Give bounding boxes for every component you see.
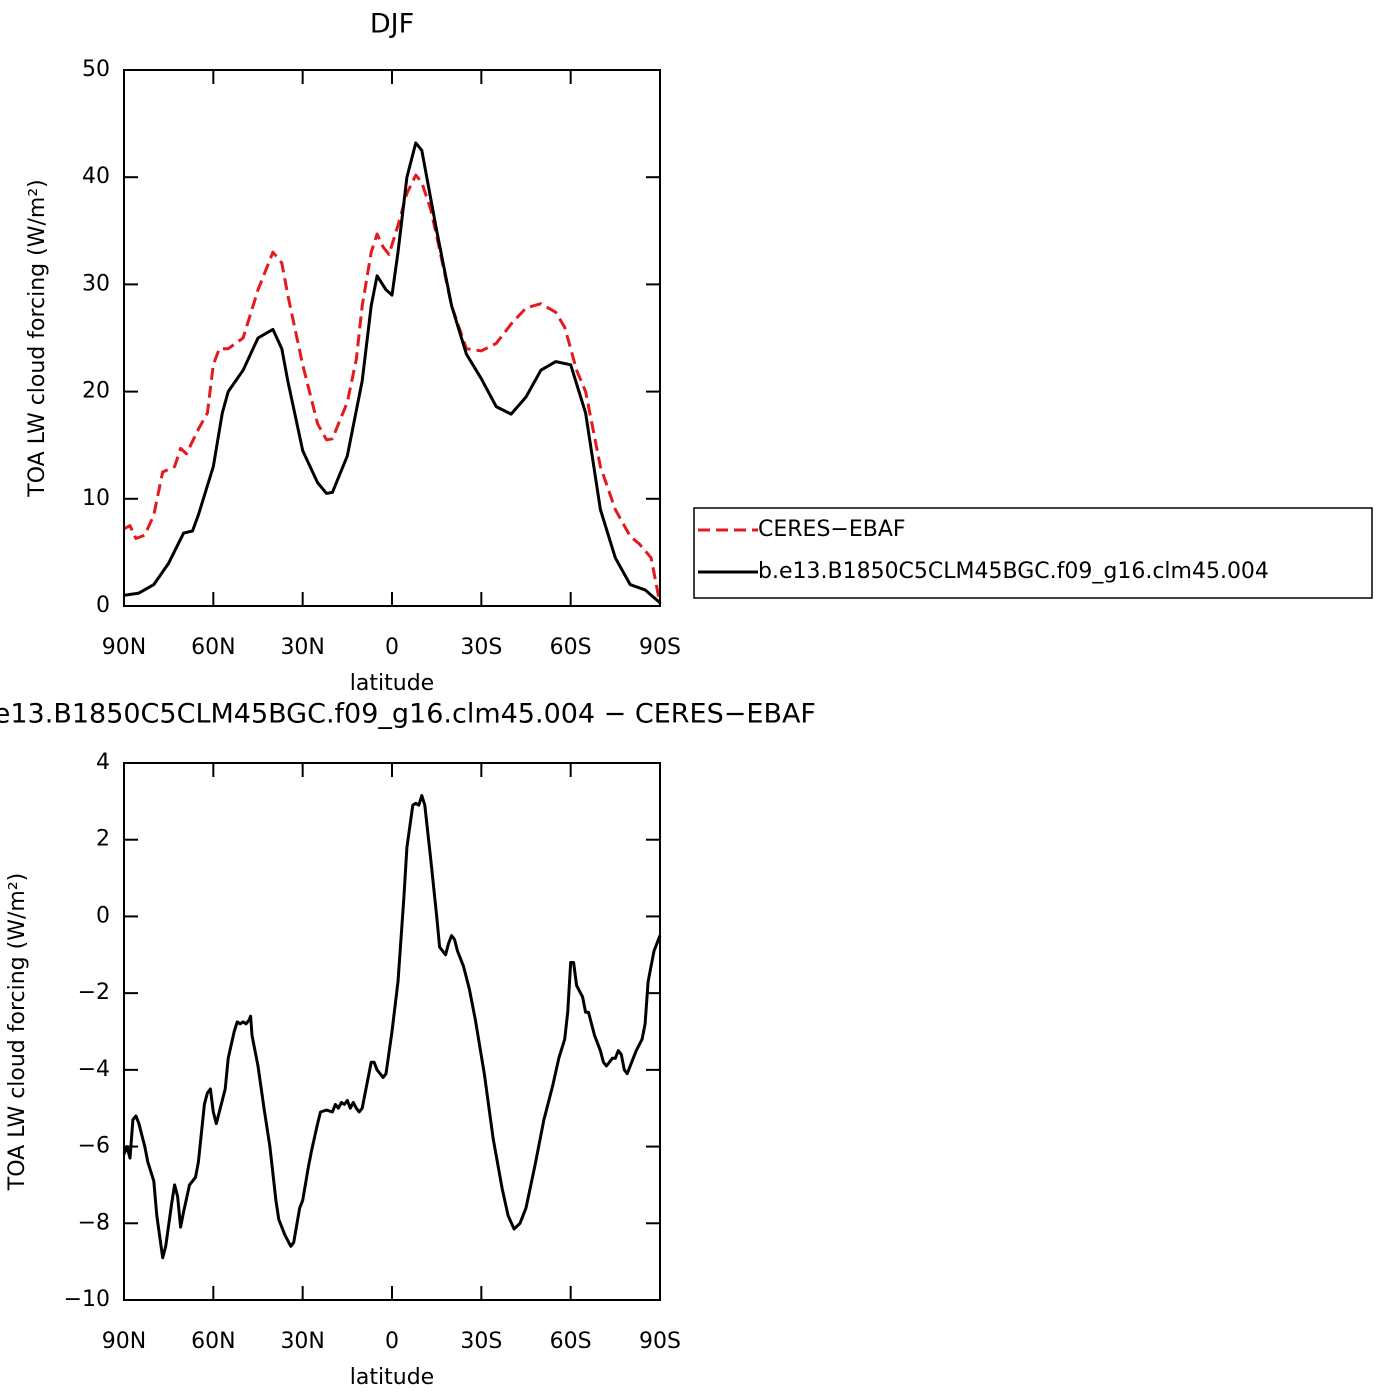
- chart-title: DJF: [370, 9, 414, 40]
- y-tick-label: 2: [96, 827, 110, 852]
- y-tick-label: 20: [82, 379, 110, 404]
- x-tick-label: 90S: [639, 635, 681, 660]
- series-line: [122, 794, 662, 1260]
- y-tick-label: 0: [96, 593, 110, 618]
- y-tick-label: 40: [82, 164, 110, 189]
- y-tick-label: −8: [78, 1210, 110, 1235]
- x-tick-label: 30N: [280, 1329, 324, 1354]
- y-tick-label: 0: [96, 903, 110, 928]
- x-tick-label: 60S: [550, 1329, 592, 1354]
- x-axis-label: latitude: [350, 1365, 434, 1390]
- plot-frame: [123, 69, 661, 607]
- y-tick-label: −10: [64, 1287, 110, 1312]
- plot-frame: [123, 762, 661, 1301]
- series-line: [123, 141, 661, 604]
- x-tick-label: 90N: [102, 1329, 146, 1354]
- x-tick-label: 0: [385, 635, 399, 660]
- y-axis-label: TOA LW cloud forcing (W/m²): [5, 873, 30, 1191]
- y-tick-label: 4: [96, 750, 110, 775]
- legend-label: b.e13.B1850C5CLM45BGC.f09_g16.clm45.004: [758, 559, 1269, 584]
- x-tick-label: 30N: [280, 635, 324, 660]
- y-tick-label: −4: [78, 1057, 110, 1082]
- y-tick-label: 10: [82, 486, 110, 511]
- x-tick-label: 0: [385, 1329, 399, 1354]
- x-tick-label: 60N: [191, 635, 235, 660]
- y-tick-label: 50: [82, 57, 110, 82]
- chart-title: b.e13.B1850C5CLM45BGC.f09_g16.clm45.004 …: [0, 699, 816, 730]
- y-tick-label: 30: [82, 271, 110, 296]
- x-tick-label: 30S: [460, 1329, 502, 1354]
- x-axis-label: latitude: [350, 671, 434, 696]
- y-axis-label: TOA LW cloud forcing (W/m²): [25, 179, 50, 497]
- y-tick-label: −6: [78, 1134, 110, 1159]
- x-tick-label: 90N: [102, 635, 146, 660]
- x-tick-label: 60S: [550, 635, 592, 660]
- x-tick-label: 60N: [191, 1329, 235, 1354]
- x-tick-label: 30S: [460, 635, 502, 660]
- y-tick-label: −2: [78, 980, 110, 1005]
- x-tick-label: 90S: [639, 1329, 681, 1354]
- legend-box: [693, 507, 1373, 599]
- legend-label: CERES−EBAF: [758, 517, 906, 542]
